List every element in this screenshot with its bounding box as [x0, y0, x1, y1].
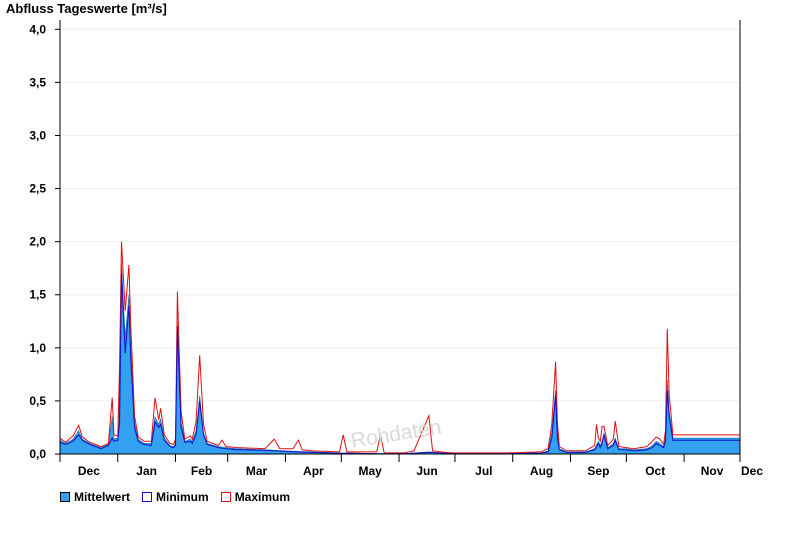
- x-tick-label: Sep: [587, 464, 609, 478]
- legend-label-maximum: Maximum: [234, 490, 291, 504]
- y-tick-label: 1,0: [29, 341, 46, 355]
- legend-label-mittelwert: Mittelwert: [74, 490, 131, 504]
- y-tick-label: 2,5: [29, 182, 46, 196]
- legend-item-minimum: Minimum: [142, 490, 209, 504]
- legend-swatch-mittelwert: [60, 492, 70, 502]
- y-tick-label: 0,5: [29, 394, 46, 408]
- legend: Mittelwert Minimum Maximum: [60, 490, 290, 504]
- legend-label-minimum: Minimum: [156, 490, 209, 504]
- y-tick-label: 2,0: [29, 235, 46, 249]
- x-tick-label: Mar: [246, 464, 268, 478]
- watermark: Rohdaten: [349, 416, 443, 453]
- legend-swatch-minimum: [142, 492, 153, 502]
- x-tick-label: Nov: [701, 464, 724, 478]
- x-tick-label: May: [359, 464, 383, 478]
- y-tick-label: 3,5: [29, 75, 46, 89]
- x-tick-label: Oct: [645, 464, 665, 478]
- series-maximum-line: [59, 241, 740, 454]
- y-tick-label: 1,5: [29, 288, 46, 302]
- x-tick-label: Jul: [475, 464, 492, 478]
- x-tick-label: Aug: [530, 464, 553, 478]
- x-tick-label: Dec: [78, 464, 100, 478]
- y-tick-label: 0,0: [29, 447, 46, 461]
- x-tick-label: Feb: [191, 464, 212, 478]
- y-tick-label: 4,0: [29, 22, 46, 36]
- chart-title: Abfluss Tageswerte [m³/s]: [6, 1, 167, 16]
- legend-item-maximum: Maximum: [220, 490, 291, 504]
- legend-swatch-maximum: [220, 492, 231, 502]
- x-tick-label: Jan: [136, 464, 157, 478]
- x-tick-label: Apr: [303, 464, 324, 478]
- legend-item-mittelwert: Mittelwert: [60, 490, 130, 504]
- x-tick-label: Jun: [416, 464, 437, 478]
- axes: 0,0 0,5 1,0 1,5 2,0 2,5 3,0 3,5 4,0 Dec Jan Feb Mar A…: [29, 20, 763, 478]
- y-tick-label: 3,0: [29, 128, 46, 142]
- grid-lines: [60, 28, 740, 402]
- x-tick-label: Dec: [741, 464, 763, 478]
